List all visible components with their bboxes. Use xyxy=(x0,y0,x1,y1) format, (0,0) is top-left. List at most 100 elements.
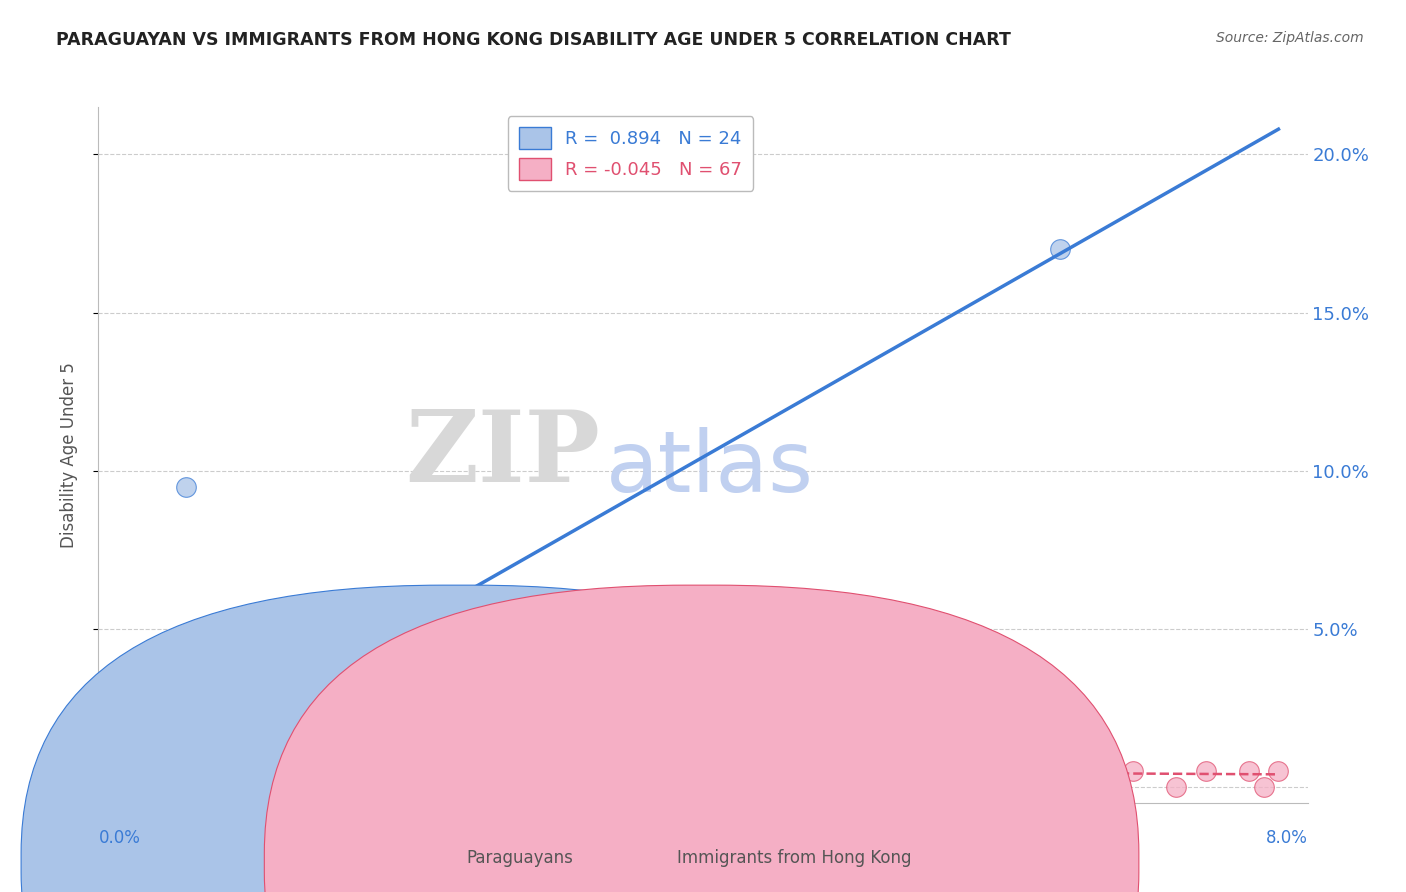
Point xyxy=(1194,764,1216,779)
Point xyxy=(247,780,270,794)
Text: 8.0%: 8.0% xyxy=(1265,829,1308,847)
Point xyxy=(204,685,226,699)
Point xyxy=(145,764,167,779)
Point xyxy=(174,716,197,731)
Point xyxy=(160,764,183,779)
Point xyxy=(277,685,299,699)
Point xyxy=(305,701,328,715)
Point xyxy=(190,653,212,667)
Point xyxy=(233,780,256,794)
Point xyxy=(335,716,357,731)
Point xyxy=(174,764,197,779)
Point xyxy=(758,780,780,794)
Point xyxy=(218,764,240,779)
Point xyxy=(160,685,183,699)
Point xyxy=(1239,764,1261,779)
Point xyxy=(247,716,270,731)
Point xyxy=(233,685,256,699)
Point xyxy=(174,748,197,763)
Point xyxy=(728,748,751,763)
Point xyxy=(291,780,314,794)
Point xyxy=(1122,764,1144,779)
Point xyxy=(233,764,256,779)
Point xyxy=(495,780,517,794)
Point xyxy=(190,701,212,715)
Point xyxy=(451,764,474,779)
Point xyxy=(204,716,226,731)
Point xyxy=(262,748,284,763)
Legend: R =  0.894   N = 24, R = -0.045   N = 67: R = 0.894 N = 24, R = -0.045 N = 67 xyxy=(508,116,754,191)
Point xyxy=(321,764,343,779)
Point xyxy=(160,685,183,699)
Point xyxy=(465,716,488,731)
Point xyxy=(190,685,212,699)
Point xyxy=(110,777,132,791)
Point xyxy=(277,764,299,779)
Text: atlas: atlas xyxy=(606,427,814,510)
Point xyxy=(685,764,707,779)
Point xyxy=(218,669,240,683)
Point xyxy=(655,780,678,794)
Point xyxy=(145,780,167,794)
Point xyxy=(976,764,998,779)
Point xyxy=(247,764,270,779)
Point xyxy=(131,764,153,779)
Point xyxy=(190,716,212,731)
Point xyxy=(1049,780,1071,794)
Point xyxy=(277,716,299,731)
Point xyxy=(247,716,270,731)
Point xyxy=(204,780,226,794)
Point xyxy=(101,771,124,785)
Point xyxy=(305,764,328,779)
Point xyxy=(1267,764,1289,779)
Point xyxy=(394,764,416,779)
Point xyxy=(538,764,561,779)
Point xyxy=(830,764,852,779)
Point xyxy=(612,764,634,779)
Point xyxy=(1049,243,1071,257)
Point xyxy=(262,716,284,731)
Point xyxy=(101,773,124,788)
Point xyxy=(218,716,240,731)
Text: PARAGUAYAN VS IMMIGRANTS FROM HONG KONG DISABILITY AGE UNDER 5 CORRELATION CHART: PARAGUAYAN VS IMMIGRANTS FROM HONG KONG … xyxy=(56,31,1011,49)
Point xyxy=(1253,780,1275,794)
Point xyxy=(1166,780,1188,794)
Point xyxy=(117,748,139,763)
Point xyxy=(160,716,183,731)
Point xyxy=(568,764,591,779)
FancyBboxPatch shape xyxy=(21,585,896,892)
Point xyxy=(145,764,167,779)
Point xyxy=(190,780,212,794)
Point xyxy=(364,764,387,779)
Point xyxy=(903,764,925,779)
Point xyxy=(131,780,153,794)
Point xyxy=(233,716,256,731)
Point xyxy=(291,716,314,731)
Point xyxy=(262,780,284,794)
Point xyxy=(291,764,314,779)
Text: ZIP: ZIP xyxy=(405,407,600,503)
Point xyxy=(422,764,444,779)
Point xyxy=(160,780,183,794)
Point xyxy=(801,764,824,779)
Text: Paraguayans: Paraguayans xyxy=(467,849,574,867)
Point xyxy=(145,748,167,763)
Point xyxy=(174,780,197,794)
Point xyxy=(117,764,139,779)
Point xyxy=(131,764,153,779)
Text: 0.0%: 0.0% xyxy=(98,829,141,847)
Point xyxy=(204,764,226,779)
Point xyxy=(247,685,270,699)
Y-axis label: Disability Age Under 5: Disability Age Under 5 xyxy=(59,362,77,548)
Point xyxy=(117,764,139,779)
Point xyxy=(131,764,153,779)
Point xyxy=(174,479,197,493)
Point xyxy=(218,780,240,794)
Text: Source: ZipAtlas.com: Source: ZipAtlas.com xyxy=(1216,31,1364,45)
Point xyxy=(160,701,183,715)
Point xyxy=(218,716,240,731)
Text: Immigrants from Hong Kong: Immigrants from Hong Kong xyxy=(678,849,911,867)
Point xyxy=(101,764,124,779)
Point xyxy=(350,780,373,794)
Point xyxy=(190,764,212,779)
